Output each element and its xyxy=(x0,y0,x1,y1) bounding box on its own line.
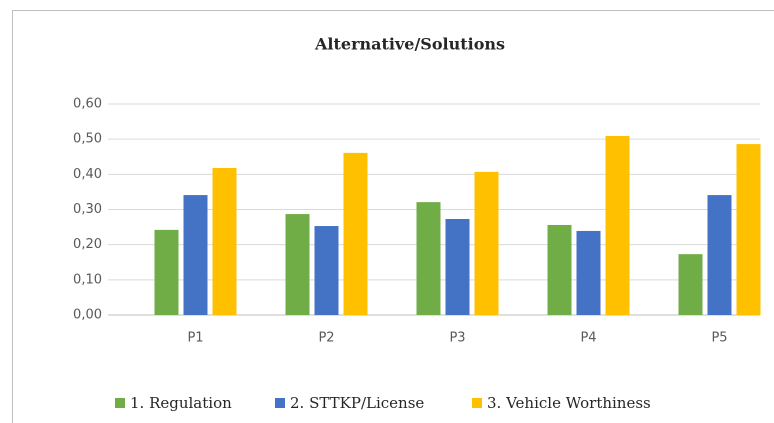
x-tick-label: P4 xyxy=(580,331,596,346)
y-tick-label: 0,60 xyxy=(73,97,102,112)
y-tick-label: 0,50 xyxy=(73,132,102,147)
y-tick-label: 0,30 xyxy=(73,202,102,217)
bar xyxy=(314,226,339,315)
bar xyxy=(416,202,441,315)
y-tick-label: 0,00 xyxy=(73,308,102,323)
chart-border xyxy=(12,10,774,423)
legend-swatch xyxy=(275,398,285,408)
x-tick-label: P5 xyxy=(711,331,727,346)
x-tick-label: P1 xyxy=(187,331,203,346)
bar xyxy=(343,152,368,315)
y-tick-label: 0,20 xyxy=(73,237,102,252)
bar xyxy=(707,195,732,315)
y-tick-label: 0,10 xyxy=(73,272,102,287)
bar xyxy=(736,144,761,315)
legend-label: 3. Vehicle Worthiness xyxy=(487,394,651,412)
bar xyxy=(285,214,310,315)
bar xyxy=(605,136,630,315)
bar xyxy=(576,230,601,315)
bar xyxy=(212,168,237,315)
x-tick-label: P2 xyxy=(318,331,334,346)
legend-label: 1. Regulation xyxy=(130,394,232,412)
x-tick-label: P3 xyxy=(449,331,465,346)
bar xyxy=(547,224,572,315)
legend-swatch xyxy=(115,398,125,408)
bar xyxy=(474,171,499,315)
legend-swatch xyxy=(472,398,482,408)
bar xyxy=(678,254,703,315)
legend-label: 2. STTKP/License xyxy=(290,394,424,412)
y-tick-label: 0,40 xyxy=(73,167,102,182)
bar xyxy=(154,229,179,315)
bar xyxy=(183,195,208,315)
bar xyxy=(445,218,470,315)
chart-title: Alternative/Solutions xyxy=(314,35,505,54)
